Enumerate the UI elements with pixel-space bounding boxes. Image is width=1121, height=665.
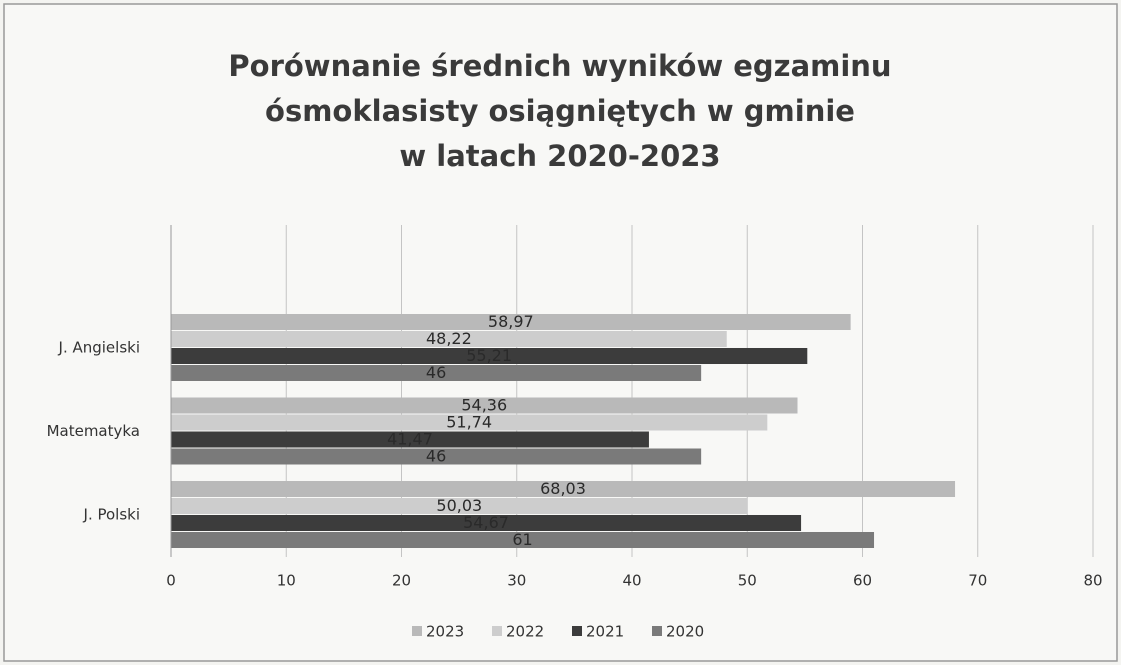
x-tick-label: 30 (507, 572, 526, 590)
legend-label: 2023 (426, 623, 464, 641)
data-label: 41,47 (387, 430, 433, 449)
chart-title: Porównanie średnich wyników egzaminu (228, 49, 891, 83)
legend-label: 2021 (586, 623, 624, 641)
bar (171, 498, 748, 514)
legend-label: 2022 (506, 623, 544, 641)
y-tick-label: J. Polski (83, 506, 140, 524)
data-label: 61 (512, 530, 532, 549)
legend-label: 2020 (666, 623, 704, 641)
x-tick-label: 80 (1083, 572, 1102, 590)
data-label: 51,74 (446, 413, 492, 432)
bar (171, 448, 702, 465)
data-label: 55,21 (466, 346, 512, 365)
y-tick-label: J. Angielski (58, 339, 140, 357)
bar (171, 532, 875, 548)
chart-title: w latach 2020-2023 (399, 139, 720, 173)
x-tick-label: 10 (277, 572, 296, 590)
x-tick-label: 40 (622, 572, 641, 590)
data-label: 68,03 (540, 479, 586, 498)
chart-title: ósmoklasisty osiągniętych w gminie (265, 94, 855, 128)
x-tick-label: 60 (853, 572, 872, 590)
data-label: 50,03 (436, 496, 482, 515)
bar (171, 481, 956, 497)
bar (171, 314, 851, 330)
bar (171, 348, 808, 364)
x-tick-label: 70 (968, 572, 987, 590)
data-label: 46 (426, 447, 446, 466)
bar (171, 331, 727, 347)
data-label: 46 (426, 363, 446, 382)
x-tick-label: 20 (392, 572, 411, 590)
data-label: 58,97 (488, 312, 534, 331)
bar (171, 397, 798, 414)
x-tick-label: 0 (166, 572, 176, 590)
bar (171, 515, 802, 531)
x-tick-label: 50 (738, 572, 757, 590)
bar (171, 431, 649, 448)
bar (171, 365, 702, 381)
data-label: 54,36 (461, 396, 507, 415)
legend-swatch (652, 626, 662, 636)
legend-swatch (492, 626, 502, 636)
data-label: 54,67 (463, 513, 509, 532)
y-tick-label: Matematyka (47, 422, 140, 440)
legend-swatch (412, 626, 422, 636)
bar (171, 414, 768, 431)
legend-swatch (572, 626, 582, 636)
data-label: 48,22 (426, 329, 472, 348)
